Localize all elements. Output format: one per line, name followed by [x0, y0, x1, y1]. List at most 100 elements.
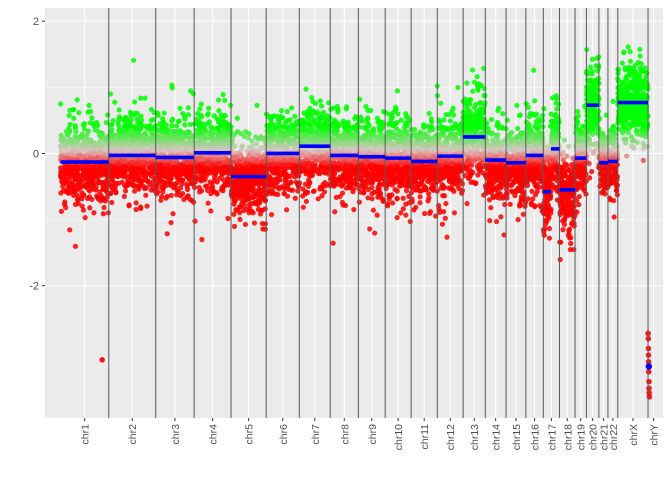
data-point [243, 222, 248, 227]
data-point [199, 237, 204, 242]
data-point [207, 119, 212, 124]
data-point [304, 163, 309, 168]
data-point [398, 210, 403, 215]
data-point [237, 159, 242, 164]
data-point [110, 178, 115, 183]
data-point [418, 194, 423, 199]
data-point [404, 160, 409, 165]
data-point [337, 165, 342, 170]
data-point [96, 196, 101, 201]
data-point [307, 128, 312, 133]
data-point [254, 103, 259, 108]
data-point [335, 108, 340, 113]
data-point [206, 111, 211, 116]
data-point [357, 200, 362, 205]
data-point [67, 227, 72, 232]
data-point [126, 203, 131, 208]
data-point [205, 201, 210, 206]
data-point [73, 123, 78, 128]
data-point [76, 135, 81, 140]
data-point [389, 113, 394, 118]
data-point [138, 179, 143, 184]
data-point [87, 194, 92, 199]
data-point [357, 125, 362, 130]
data-point [222, 98, 227, 103]
data-point [98, 150, 103, 155]
data-point [402, 125, 407, 130]
data-point [275, 171, 280, 176]
data-point [300, 186, 305, 191]
data-point [222, 113, 227, 118]
data-point [58, 154, 63, 159]
data-point [331, 175, 336, 180]
data-point [304, 150, 309, 155]
data-point [317, 149, 322, 154]
data-point [186, 105, 191, 110]
data-point [92, 151, 97, 156]
data-point [204, 173, 209, 178]
data-point [300, 127, 305, 132]
data-point [360, 179, 365, 184]
data-point [246, 163, 251, 168]
data-point [229, 142, 234, 147]
data-point [404, 133, 409, 138]
data-point [221, 183, 226, 188]
data-point [289, 131, 294, 136]
data-point [368, 138, 373, 143]
data-point [275, 180, 280, 185]
data-point [351, 158, 356, 163]
data-point [123, 188, 128, 193]
data-point [76, 182, 81, 187]
data-point [365, 172, 370, 177]
data-point [76, 110, 81, 115]
data-point [80, 142, 85, 147]
data-point [125, 183, 130, 188]
data-point [163, 196, 168, 201]
data-point [193, 179, 198, 184]
data-point [268, 175, 273, 180]
data-point [218, 123, 223, 128]
data-point [184, 130, 189, 135]
data-point [173, 165, 178, 170]
data-point [75, 97, 80, 102]
data-point [138, 204, 143, 209]
data-point [59, 209, 64, 214]
data-point [270, 169, 275, 174]
data-point [144, 185, 149, 190]
data-point [69, 174, 74, 179]
data-point [208, 208, 213, 213]
data-point [75, 165, 80, 170]
data-point [199, 101, 204, 106]
data-point [266, 182, 271, 187]
data-point [251, 164, 256, 169]
data-point [357, 135, 362, 140]
data-point [239, 144, 244, 149]
data-point [387, 194, 392, 199]
data-point [310, 116, 315, 121]
data-point [132, 189, 137, 194]
data-point [365, 108, 370, 113]
data-point [131, 160, 136, 165]
data-point [264, 123, 269, 128]
data-point [175, 146, 180, 151]
data-point [273, 191, 278, 196]
data-point [242, 199, 247, 204]
data-point [80, 168, 85, 173]
data-point [255, 189, 260, 194]
data-point [220, 133, 225, 138]
data-point [63, 205, 68, 210]
data-point [230, 136, 235, 141]
data-point [282, 167, 287, 172]
data-point [198, 113, 203, 118]
data-point [422, 211, 427, 216]
data-point [109, 127, 114, 132]
data-point [202, 135, 207, 140]
data-point [162, 148, 167, 153]
data-point [293, 196, 298, 201]
data-point [313, 111, 318, 116]
data-point [247, 152, 252, 157]
data-point [169, 193, 174, 198]
data-point [74, 170, 79, 175]
data-point [221, 92, 226, 97]
